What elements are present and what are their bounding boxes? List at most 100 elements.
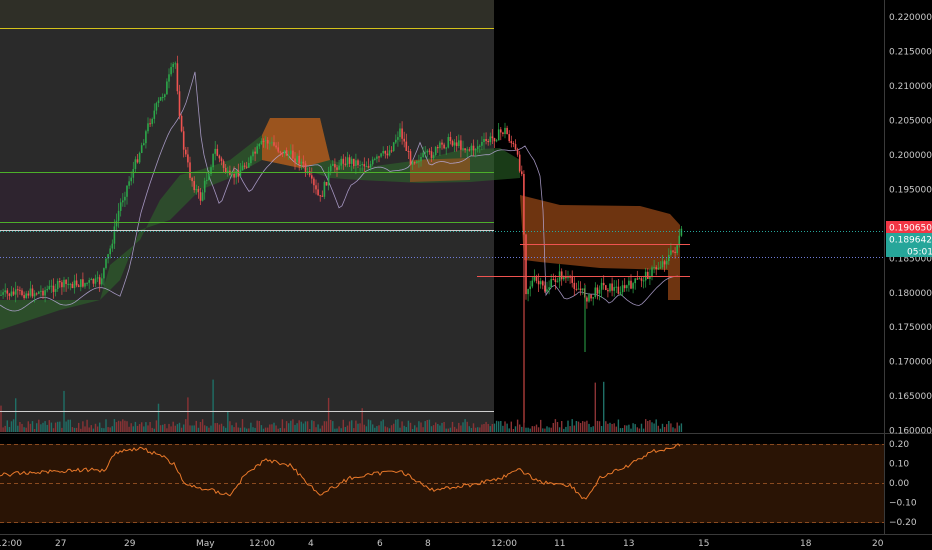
main-price-pane[interactable]: [0, 55, 683, 432]
volume-bar: [611, 424, 613, 432]
volume-bar: [229, 421, 231, 432]
volume-bar: [542, 428, 544, 432]
volume-bar: [428, 419, 431, 432]
price-axis[interactable]: 0.22000000 0.21500000 0.21000000 0.20500000…: [889, 13, 932, 436]
candle-body: [180, 115, 183, 132]
volume-bar: [594, 382, 596, 432]
candle-body: [596, 287, 599, 294]
candle-body: [338, 165, 340, 170]
candle-body: [422, 152, 424, 157]
candle-body: [46, 289, 48, 291]
volume-bar: [462, 422, 464, 432]
candle-body: [35, 293, 38, 295]
candle-body: [458, 140, 460, 146]
price-tick-label: 0.17000000: [889, 358, 932, 368]
volume-bar: [80, 428, 82, 432]
volume-bar: [269, 424, 271, 432]
volume-bar: [327, 397, 330, 432]
candle-body: [537, 280, 540, 285]
price-tick-label: 0.18000000: [889, 289, 932, 299]
candle-body: [50, 285, 53, 287]
volume-bar: [598, 421, 601, 432]
oscillator-tick-label: −0.20: [889, 518, 917, 528]
candle-body: [533, 276, 536, 281]
volume-bar: [605, 421, 607, 432]
volume-bar: [48, 420, 50, 432]
volume-bar: [420, 422, 422, 432]
candle-body: [140, 145, 143, 153]
candle-body: [460, 140, 462, 150]
volume-bar: [38, 419, 40, 432]
volume-bar: [2, 427, 4, 432]
candle-body: [174, 63, 177, 65]
volume-bar: [149, 422, 151, 432]
candle-body: [220, 158, 223, 162]
candle-body: [632, 283, 634, 289]
oscillator-tick-label: −0.10: [889, 499, 917, 509]
volume-bar: [15, 398, 17, 432]
candle-body: [497, 129, 500, 141]
candle-body: [598, 289, 601, 294]
volume-bar: [567, 420, 569, 432]
candle-body: [250, 156, 252, 164]
volume-bar: [222, 426, 225, 432]
oscillator-axis[interactable]: 0.20 0.10 0.00 −0.10 −0.20: [889, 440, 917, 528]
candle-body: [357, 160, 359, 166]
volume-bar: [292, 419, 294, 432]
time-axis[interactable]: 12:00 27 29 May 12:00 4 6 8 12:00 11 13 15 18 20: [0, 539, 884, 549]
candle-body: [531, 280, 534, 287]
volume-bar: [54, 422, 57, 432]
second-price-label: 0.18964250: [886, 233, 932, 246]
volume-bar: [40, 424, 42, 432]
candle-body: [52, 285, 55, 292]
candle-body: [266, 140, 269, 144]
candle-body: [630, 280, 632, 289]
volume-bar: [36, 423, 38, 432]
candle-body: [214, 148, 216, 154]
candle-body: [539, 281, 542, 285]
volume-bar: [573, 425, 575, 432]
candle-body: [657, 267, 660, 270]
candle-body: [428, 150, 431, 152]
volume-bar: [138, 424, 141, 432]
volume-bar: [582, 421, 584, 432]
oscillator-pane[interactable]: [0, 443, 681, 500]
candle-body: [401, 128, 403, 139]
volume-bar: [306, 421, 309, 432]
candle-body: [19, 289, 21, 291]
candle-body: [178, 91, 181, 116]
volume-bar: [525, 427, 527, 432]
candle-body: [222, 161, 225, 168]
candle-body: [61, 282, 63, 288]
candle-body: [84, 283, 86, 287]
volume-bar: [311, 420, 313, 432]
candle-body: [109, 248, 111, 255]
volume-bar: [468, 426, 470, 432]
candle-body: [113, 226, 116, 244]
volume-bar: [495, 420, 498, 432]
volume-bar: [130, 423, 132, 432]
volume-bar: [477, 427, 479, 432]
volume-bar: [136, 425, 139, 432]
volume-bar: [409, 422, 412, 432]
volume-bar: [92, 428, 95, 432]
candle-body: [605, 285, 607, 290]
volume-bar: [340, 428, 342, 432]
countdown-label-bg: [886, 245, 932, 257]
candle-body: [350, 158, 353, 164]
candle-body: [69, 283, 72, 285]
volume-bar: [174, 425, 176, 432]
candle-body: [363, 164, 366, 167]
volume-bar: [309, 429, 311, 432]
volume-bar: [323, 421, 326, 432]
volume-bar: [75, 427, 78, 432]
volume-bar: [159, 425, 162, 432]
volume-bar: [233, 427, 235, 432]
volume-bar: [262, 428, 265, 432]
volume-bar: [134, 421, 137, 432]
volume-bar: [380, 421, 382, 432]
candle-body: [474, 149, 477, 151]
time-tick-label: 12:00: [249, 539, 275, 549]
